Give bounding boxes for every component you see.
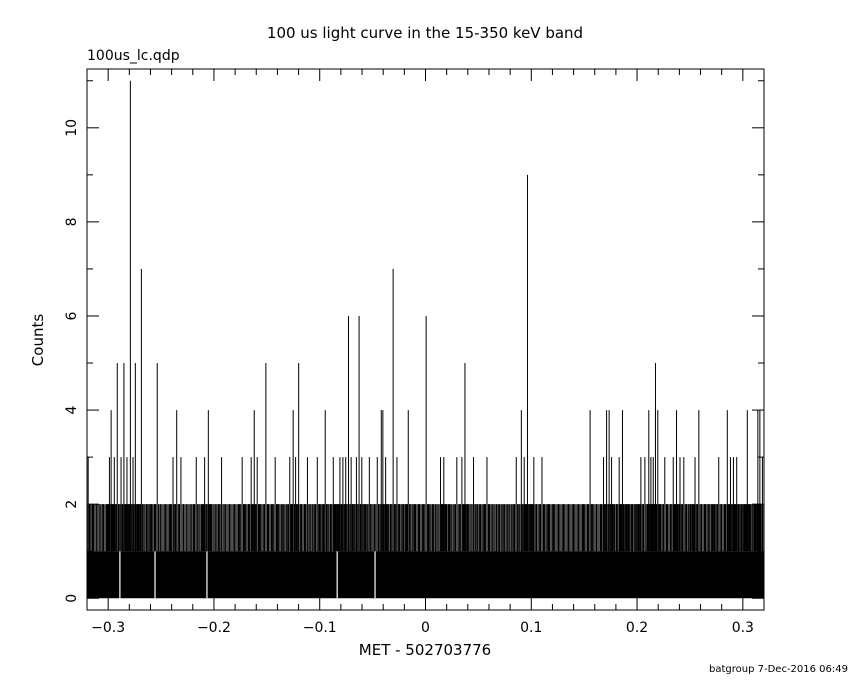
file-label: 100us_lc.qdp xyxy=(87,48,180,64)
x-axis-label: MET - 502703776 xyxy=(359,641,491,659)
y-axis-ticks: 0 2 4 6 8 10 xyxy=(64,80,764,603)
footer-stamp: batgroup 7-Dec-2016 06:49 xyxy=(709,664,848,675)
x-tick-label-3: 0 xyxy=(421,620,430,636)
chart-title: 100 us light curve in the 15-350 keV ban… xyxy=(267,24,583,42)
counts-histogram xyxy=(87,80,765,599)
y-tick-label-2: 4 xyxy=(64,406,80,415)
y-tick-label-5: 10 xyxy=(64,119,80,137)
x-tick-label-2: −0.1 xyxy=(303,620,337,636)
x-tick-label-0: −0.3 xyxy=(91,620,125,636)
x-tick-label-4: 0.1 xyxy=(520,620,542,636)
y-axis-label: Counts xyxy=(29,314,47,367)
y-tick-label-1: 2 xyxy=(64,500,80,509)
y-tick-label-3: 6 xyxy=(64,311,80,320)
y-tick-label-4: 8 xyxy=(64,217,80,226)
x-axis-ticks: −0.3 −0.2 −0.1 0 0.1 0.2 0.3 xyxy=(86,69,765,636)
baseline-band xyxy=(87,551,764,599)
x-tick-label-5: 0.2 xyxy=(626,620,648,636)
y-tick-label-0: 0 xyxy=(64,594,80,603)
x-tick-label-1: −0.2 xyxy=(197,620,231,636)
x-tick-label-6: 0.3 xyxy=(732,620,754,636)
